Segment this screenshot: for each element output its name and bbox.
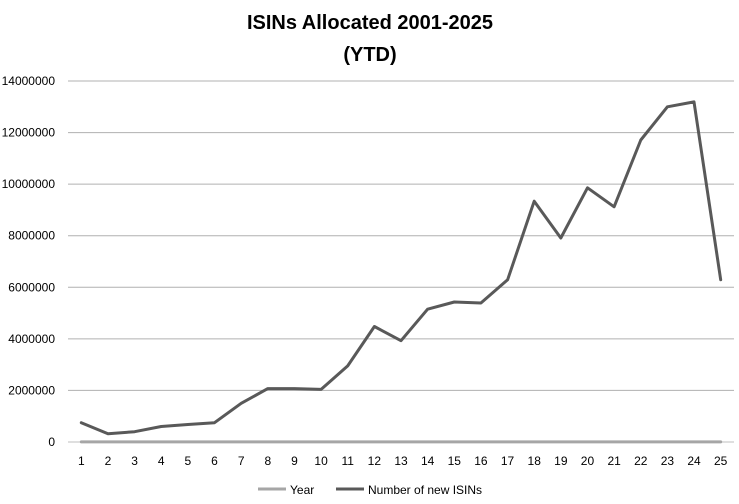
x-tick-label: 1 xyxy=(78,454,85,468)
x-tick-label: 2 xyxy=(105,454,112,468)
y-tick-label: 2000000 xyxy=(8,383,55,397)
x-tick-label: 14 xyxy=(421,454,435,468)
x-tick-label: 10 xyxy=(314,454,328,468)
legend: Year Number of new ISINs xyxy=(258,483,482,497)
x-tick-label: 4 xyxy=(158,454,165,468)
y-tick-label: 8000000 xyxy=(8,229,55,243)
x-tick-label: 22 xyxy=(634,454,648,468)
x-tick-label: 24 xyxy=(687,454,701,468)
y-axis: 0 2000000 4000000 6000000 8000000 10000000 120… xyxy=(2,74,56,449)
chart-subtitle: (YTD) xyxy=(343,44,396,66)
y-tick-label: 10000000 xyxy=(2,177,56,191)
x-tick-label: 17 xyxy=(501,454,515,468)
y-tick-label: 4000000 xyxy=(8,332,55,346)
x-axis: 1 2 3 4 5 6 7 8 9 10 11 12 13 14 15 16 17 18 19 20 21 22 23 24 2… xyxy=(78,454,728,468)
x-tick-label: 13 xyxy=(394,454,408,468)
x-tick-label: 6 xyxy=(211,454,218,468)
legend-label: Number of new ISINs xyxy=(368,483,482,497)
x-tick-label: 25 xyxy=(714,454,728,468)
x-tick-label: 16 xyxy=(474,454,488,468)
series-line xyxy=(79,100,723,436)
x-tick-label: 7 xyxy=(238,454,245,468)
series-lines xyxy=(79,100,723,444)
x-tick-label: 19 xyxy=(554,454,568,468)
legend-label: Year xyxy=(290,483,314,497)
x-tick-label: 23 xyxy=(661,454,675,468)
y-tick-label: 12000000 xyxy=(2,126,56,140)
x-tick-label: 9 xyxy=(291,454,298,468)
x-tick-label: 18 xyxy=(528,454,542,468)
chart-title: ISINs Allocated 2001-2025 xyxy=(247,12,493,34)
y-tick-label: 14000000 xyxy=(2,74,56,88)
x-tick-label: 3 xyxy=(131,454,138,468)
x-tick-label: 15 xyxy=(448,454,462,468)
x-tick-label: 20 xyxy=(581,454,595,468)
x-tick-label: 8 xyxy=(264,454,271,468)
x-tick-label: 11 xyxy=(341,454,354,468)
x-tick-label: 12 xyxy=(368,454,382,468)
x-tick-label: 21 xyxy=(607,454,621,468)
x-tick-label: 5 xyxy=(185,454,192,468)
y-tick-label: 6000000 xyxy=(8,280,55,294)
y-tick-label: 0 xyxy=(48,435,55,449)
gridlines xyxy=(68,80,734,443)
